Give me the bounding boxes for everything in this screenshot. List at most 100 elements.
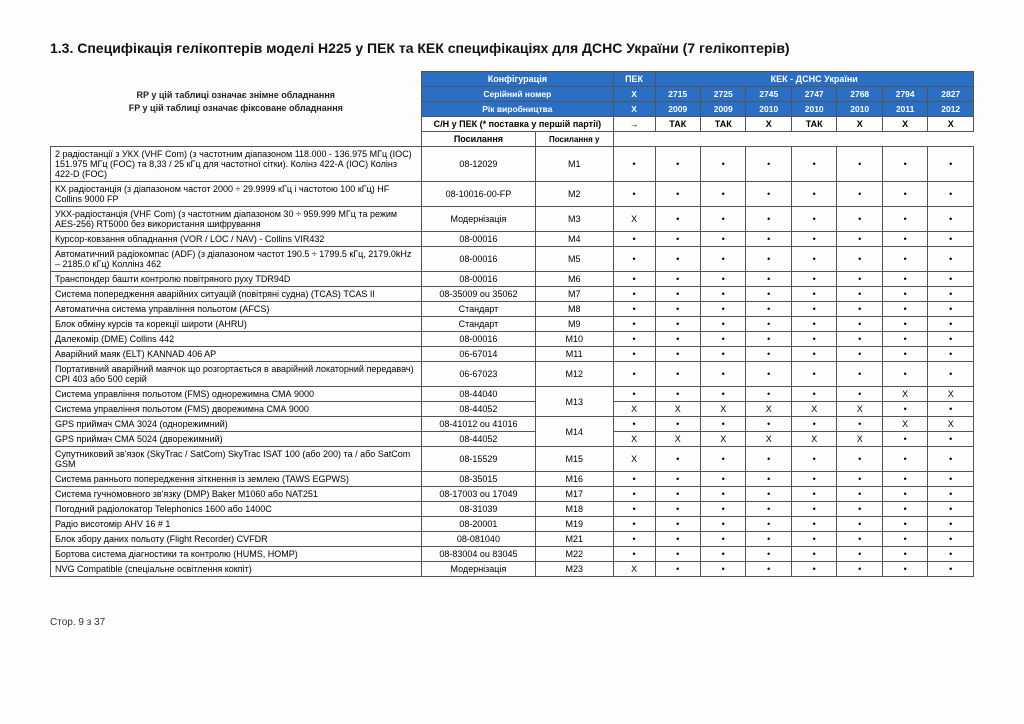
cell-val: • <box>928 232 974 247</box>
cell-ref: 08-00016 <box>422 232 536 247</box>
table-row: Погодний радіолокатор Telephonics 1600 а… <box>51 502 974 517</box>
cell-val: • <box>837 447 882 472</box>
cell-val: • <box>791 387 836 402</box>
table-row: Блок збору даних польоту (Flight Recorde… <box>51 532 974 547</box>
table-row: GPS приймач СМА 3024 (однорежимний)08-41… <box>51 417 974 432</box>
cell-val: • <box>791 562 836 577</box>
cell-val: • <box>701 207 746 232</box>
cell-link: M17 <box>535 487 613 502</box>
cell-val: • <box>882 232 927 247</box>
cell-pek: • <box>613 272 655 287</box>
cell-val: • <box>746 532 791 547</box>
cell-val: • <box>791 417 836 432</box>
cell-val: • <box>655 417 700 432</box>
cell-val: • <box>791 302 836 317</box>
cell-val: • <box>701 487 746 502</box>
cell-val: • <box>882 317 927 332</box>
cell-pek: • <box>613 287 655 302</box>
cell-pek: • <box>613 517 655 532</box>
cell-val: • <box>928 182 974 207</box>
cell-pek: X <box>613 562 655 577</box>
cell-val: • <box>746 182 791 207</box>
cell-desc: GPS приймач СМА 3024 (однорежимний) <box>51 417 422 432</box>
cell-val: • <box>746 332 791 347</box>
cell-val: • <box>928 487 974 502</box>
cell-link: M7 <box>535 287 613 302</box>
cell-val: • <box>928 347 974 362</box>
hdr-kek: КЕК - ДСНС України <box>655 72 973 87</box>
cell-val: • <box>701 502 746 517</box>
table-row: GPS приймач СМА 5024 (дворежимний)08-440… <box>51 432 974 447</box>
cell-val: • <box>928 502 974 517</box>
hdr-poslannya: Посилання <box>422 132 536 147</box>
cell-val: • <box>655 547 700 562</box>
cell-val: • <box>882 272 927 287</box>
hdr-pek: ПЕК <box>613 72 655 87</box>
cell-val: • <box>746 547 791 562</box>
cell-val: • <box>746 362 791 387</box>
cell-val: • <box>882 517 927 532</box>
cell-val: • <box>882 347 927 362</box>
cell-val: • <box>701 232 746 247</box>
table-row: КХ радіостанція (з діапазоном частот 200… <box>51 182 974 207</box>
cell-desc: Система управління польотом (FMS) двореж… <box>51 402 422 417</box>
cell-val: • <box>882 287 927 302</box>
cell-link: M1 <box>535 147 613 182</box>
cell-val: • <box>701 517 746 532</box>
cell-val: • <box>791 232 836 247</box>
cell-val: • <box>882 532 927 547</box>
cell-val: X <box>701 432 746 447</box>
cell-val: • <box>791 247 836 272</box>
legend-fp: FP у цій таблиці означає фіксоване облад… <box>129 103 343 113</box>
cell-desc: Система попередження аварійних ситуацій … <box>51 287 422 302</box>
cell-pek: • <box>613 147 655 182</box>
cell-val: • <box>837 362 882 387</box>
table-row: Система управління польотом (FMS) одноре… <box>51 387 974 402</box>
cell-val: • <box>791 362 836 387</box>
cell-link: M4 <box>535 232 613 247</box>
cell-val: • <box>655 287 700 302</box>
cell-val: • <box>701 317 746 332</box>
cell-desc: Автоматичний радіокомпас (ADF) (з діапаз… <box>51 247 422 272</box>
cell-val: X <box>746 432 791 447</box>
cell-val: • <box>655 472 700 487</box>
cell-val: • <box>928 432 974 447</box>
hdr-pek-x: X <box>613 87 655 102</box>
cell-val: • <box>791 182 836 207</box>
cell-ref: 08-44040 <box>422 387 536 402</box>
table-row: Аварійний маяк (ELT) KANNAD 406 AP06-670… <box>51 347 974 362</box>
cell-ref: 08-00016 <box>422 272 536 287</box>
cell-val: • <box>701 182 746 207</box>
cell-val: • <box>791 547 836 562</box>
cell-ref: 08-12029 <box>422 147 536 182</box>
cell-val: • <box>837 207 882 232</box>
cell-link: M11 <box>535 347 613 362</box>
cell-val: • <box>882 547 927 562</box>
table-row: Автоматична система управління польотом … <box>51 302 974 317</box>
cell-desc: Блок обміну курсів та корекції широти (A… <box>51 317 422 332</box>
cell-pek: • <box>613 302 655 317</box>
cell-val: • <box>746 562 791 577</box>
cell-link: M21 <box>535 532 613 547</box>
cell-val: • <box>655 502 700 517</box>
cell-desc: Курсор-ковзання обладнання (VOR / LOC / … <box>51 232 422 247</box>
table-row: Блок обміну курсів та корекції широти (A… <box>51 317 974 332</box>
cell-val: • <box>791 317 836 332</box>
cell-val: X <box>928 387 974 402</box>
cell-val: • <box>791 487 836 502</box>
cell-val: • <box>746 347 791 362</box>
cell-val: • <box>655 387 700 402</box>
cell-link: M23 <box>535 562 613 577</box>
cell-val: • <box>701 447 746 472</box>
cell-val: • <box>837 347 882 362</box>
cell-ref: 08-17003 ou 17049 <box>422 487 536 502</box>
cell-val: • <box>791 287 836 302</box>
cell-link: M18 <box>535 502 613 517</box>
cell-val: • <box>746 502 791 517</box>
section-title: 1.3. Специфікація гелікоптерів моделі Н2… <box>50 40 974 56</box>
cell-val: • <box>882 402 927 417</box>
cell-val: • <box>746 147 791 182</box>
cell-desc: Бортова система діагностики та контролю … <box>51 547 422 562</box>
cell-val: • <box>837 417 882 432</box>
cell-ref: 08-44052 <box>422 432 536 447</box>
